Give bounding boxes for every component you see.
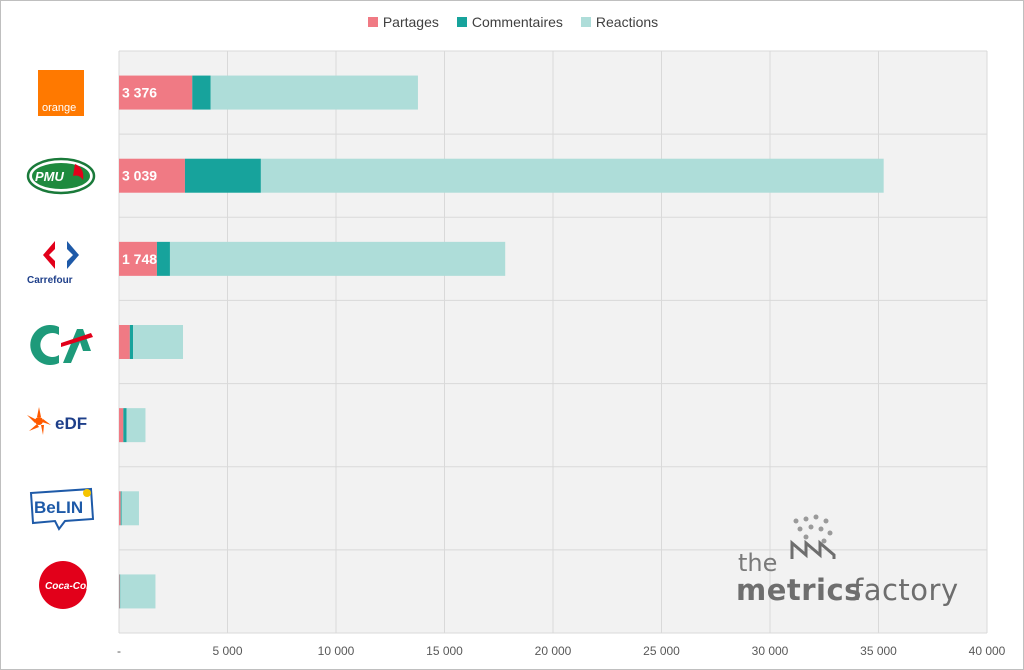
x-tick-label: 10 000	[318, 644, 355, 658]
data-labels: 3 376 3 039 1 748	[122, 85, 157, 267]
legend-label-commentaires: Commentaires	[471, 14, 563, 30]
watermark-factory: factory	[853, 573, 959, 607]
x-tick-label: 20 000	[535, 644, 572, 658]
pmu-logo: PMU	[26, 157, 96, 195]
grid-lines	[118, 50, 988, 634]
x-tick-label: 35 000	[860, 644, 897, 658]
x-tick-label: 40 000	[969, 644, 1006, 658]
legend-swatch-partages	[367, 17, 378, 27]
legend-item-partages[interactable]: Partages	[367, 14, 439, 30]
edf-logo: eDF	[27, 407, 87, 435]
watermark-metrics: metrics	[736, 573, 862, 607]
edf-logo-text: eDF	[55, 414, 87, 433]
bar-partages-0	[119, 75, 193, 110]
bar-reactions-2	[169, 241, 506, 276]
watermark: the metrics factory	[736, 513, 976, 613]
carrefour-logo: Carrefour	[27, 241, 79, 286]
credit-agricole-logo	[30, 325, 93, 365]
bar-partages-3	[119, 325, 130, 359]
x-tick-label: 25 000	[643, 644, 680, 658]
bar-commentaires-4	[123, 408, 127, 443]
legend-item-reactions[interactable]: Reactions	[580, 14, 659, 30]
bar-reactions-6	[120, 574, 156, 609]
legend: Partages Commentaires Reactions	[1, 14, 1024, 30]
legend-item-commentaires[interactable]: Commentaires	[456, 14, 563, 30]
bar-commentaires-2	[156, 241, 170, 276]
belin-logo-text: BeLIN	[34, 498, 83, 517]
bar-reactions-3	[133, 325, 184, 359]
bar-partages-1	[119, 158, 185, 193]
bar-reactions-1	[260, 158, 884, 193]
bar-commentaires-6	[119, 574, 121, 609]
data-label-partages-1: 3 039	[122, 168, 157, 184]
legend-swatch-commentaires	[456, 17, 467, 27]
bar-partages-4	[119, 408, 124, 443]
carrefour-logo-text: Carrefour	[27, 275, 73, 286]
data-label-partages-0: 3 376	[122, 85, 157, 101]
bar-reactions-0	[210, 75, 418, 110]
bar-partages-2	[119, 241, 157, 276]
bars	[119, 75, 884, 609]
bar-reactions-5	[121, 491, 139, 526]
orange-logo-text: orange	[42, 102, 76, 114]
x-tick-label: 30 000	[752, 644, 789, 658]
bar-commentaires-1	[184, 158, 261, 193]
legend-swatch-reactions	[580, 17, 591, 27]
bar-commentaires-5	[120, 491, 122, 526]
data-label-partages-2: 1 748	[122, 251, 157, 267]
coca-cola-logo: Coca-Cola	[39, 561, 95, 609]
x-tick-label: -	[117, 644, 121, 658]
bar-reactions-4	[126, 408, 146, 443]
bar-partages-6	[119, 574, 120, 609]
coca-cola-logo-text: Coca-Cola	[45, 581, 95, 592]
metrics-factory-icon	[790, 514, 836, 559]
orange-logo: orange	[38, 70, 84, 116]
bar-commentaires-0	[192, 75, 211, 110]
legend-label-reactions: Reactions	[595, 14, 659, 30]
x-axis-ticks: - 5 000 10 000 15 000 20 000 25 000 30 000 35 0…	[117, 644, 1006, 658]
belin-logo: BeLIN	[29, 487, 95, 531]
pmu-logo-text: PMU	[35, 169, 65, 184]
x-tick-label: 5 000	[212, 644, 242, 658]
bar-commentaires-3	[129, 325, 134, 359]
x-tick-label: 15 000	[426, 644, 463, 658]
legend-label-partages: Partages	[382, 14, 439, 30]
bar-partages-5	[119, 491, 121, 526]
watermark-the: the	[738, 549, 778, 577]
